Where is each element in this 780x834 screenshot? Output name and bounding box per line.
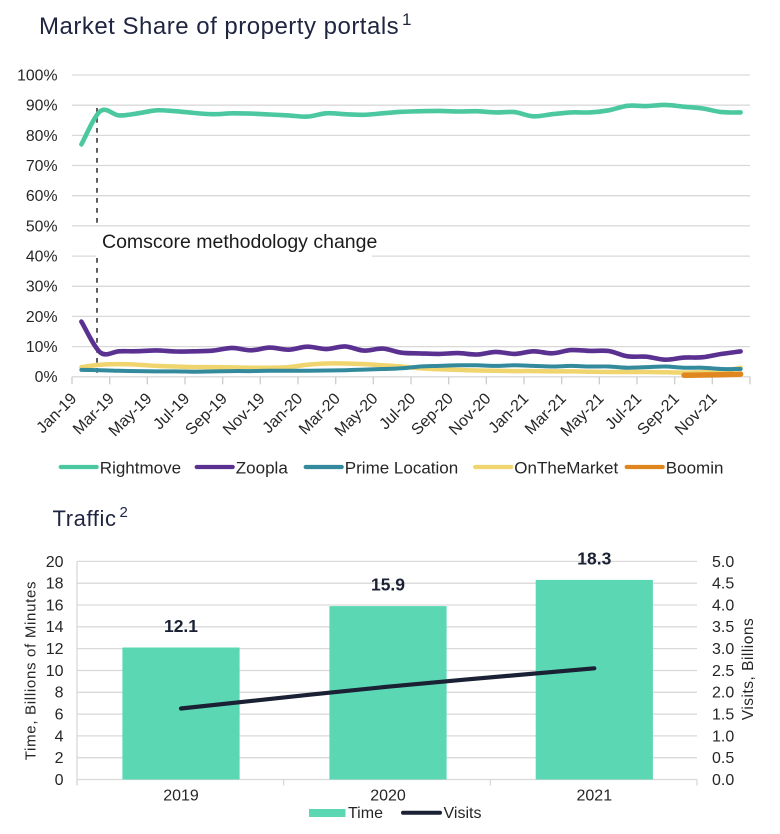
svg-text:4: 4 <box>55 728 64 745</box>
svg-text:20%: 20% <box>26 309 58 326</box>
svg-text:Time, Billions of Minutes: Time, Billions of Minutes <box>23 581 40 761</box>
svg-text:60%: 60% <box>26 188 58 205</box>
svg-text:10: 10 <box>46 663 64 680</box>
svg-text:80%: 80% <box>26 128 58 145</box>
svg-text:Visits, Billions: Visits, Billions <box>740 618 757 720</box>
svg-text:0.5: 0.5 <box>712 750 734 767</box>
svg-text:1: 1 <box>402 10 411 29</box>
svg-text:20: 20 <box>46 554 64 571</box>
svg-text:Boomin: Boomin <box>666 458 724 477</box>
svg-text:30%: 30% <box>26 279 58 296</box>
svg-text:Zoopla: Zoopla <box>236 458 289 477</box>
svg-text:18: 18 <box>46 576 64 593</box>
svg-text:14: 14 <box>46 619 64 636</box>
svg-text:Time: Time <box>348 805 383 822</box>
svg-text:8: 8 <box>55 685 64 702</box>
svg-text:0.0: 0.0 <box>712 772 734 789</box>
svg-text:Prime Location: Prime Location <box>345 458 458 477</box>
svg-text:Visits: Visits <box>444 805 482 822</box>
svg-text:0%: 0% <box>35 369 58 386</box>
svg-text:3.0: 3.0 <box>712 641 734 658</box>
svg-text:40%: 40% <box>26 249 58 266</box>
svg-text:1.0: 1.0 <box>712 728 734 745</box>
svg-text:2.0: 2.0 <box>712 685 734 702</box>
svg-text:2021: 2021 <box>577 788 613 805</box>
svg-text:16: 16 <box>46 597 64 614</box>
svg-text:70%: 70% <box>26 158 58 175</box>
svg-text:12: 12 <box>46 641 64 658</box>
svg-text:100%: 100% <box>17 67 57 84</box>
svg-text:0: 0 <box>55 772 64 789</box>
svg-text:4.0: 4.0 <box>712 597 734 614</box>
svg-text:5.0: 5.0 <box>712 554 734 571</box>
svg-text:Market Share of property porta: Market Share of property portals <box>39 13 399 40</box>
svg-text:2.5: 2.5 <box>712 663 734 680</box>
svg-text:50%: 50% <box>26 218 58 235</box>
svg-text:18.3: 18.3 <box>577 548 611 568</box>
svg-text:15.9: 15.9 <box>371 575 405 595</box>
svg-text:12.1: 12.1 <box>164 616 198 636</box>
svg-text:OnTheMarket: OnTheMarket <box>514 458 618 477</box>
svg-text:Rightmove: Rightmove <box>100 458 181 477</box>
svg-text:2: 2 <box>55 750 64 767</box>
svg-text:10%: 10% <box>26 339 58 356</box>
svg-text:1.5: 1.5 <box>712 707 734 724</box>
svg-text:2: 2 <box>120 504 128 521</box>
svg-text:2019: 2019 <box>163 788 199 805</box>
svg-text:3.5: 3.5 <box>712 619 734 636</box>
svg-text:2020: 2020 <box>370 788 406 805</box>
svg-text:90%: 90% <box>26 98 58 115</box>
svg-text:Comscore methodology change: Comscore methodology change <box>102 231 377 253</box>
svg-text:4.5: 4.5 <box>712 576 734 593</box>
svg-text:6: 6 <box>55 707 64 724</box>
svg-text:Traffic: Traffic <box>53 506 117 531</box>
